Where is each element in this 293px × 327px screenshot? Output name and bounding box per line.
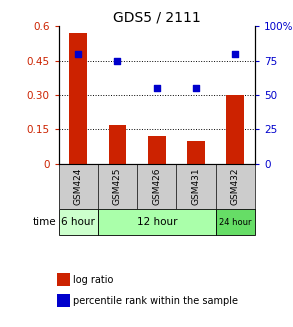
Bar: [109, 125, 126, 164]
Text: GSM432: GSM432: [231, 168, 240, 205]
Text: 12 hour: 12 hour: [137, 217, 177, 227]
Bar: [226, 95, 244, 164]
Point: [154, 86, 159, 91]
Text: GSM426: GSM426: [152, 168, 161, 205]
Bar: [187, 141, 205, 164]
Text: 24 hour: 24 hour: [219, 218, 251, 227]
Point: [194, 86, 198, 91]
Text: 6 hour: 6 hour: [61, 217, 95, 227]
Text: percentile rank within the sample: percentile rank within the sample: [73, 296, 238, 306]
Text: log ratio: log ratio: [73, 275, 113, 284]
Bar: [69, 33, 87, 164]
Bar: [148, 136, 166, 164]
Point: [76, 51, 81, 56]
Text: GSM431: GSM431: [192, 168, 200, 205]
Bar: [216, 209, 255, 235]
Text: GSM424: GSM424: [74, 168, 83, 205]
Bar: [59, 209, 98, 235]
Bar: [98, 209, 216, 235]
Point: [233, 51, 238, 56]
Title: GDS5 / 2111: GDS5 / 2111: [113, 11, 201, 25]
Point: [115, 58, 120, 63]
Text: time: time: [33, 217, 57, 227]
Text: GSM425: GSM425: [113, 168, 122, 205]
